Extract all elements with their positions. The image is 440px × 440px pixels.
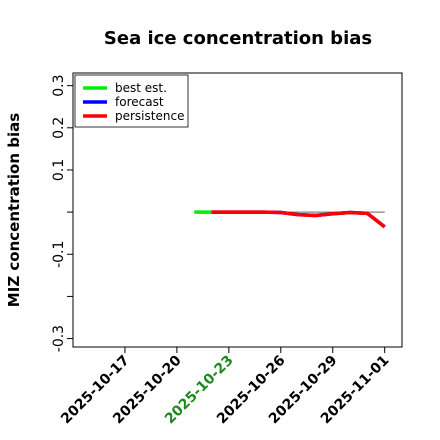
plot-frame <box>72 72 403 348</box>
y-axis-label: MIZ concentration bias <box>5 113 23 307</box>
chart-title: Sea ice concentration bias <box>104 28 372 49</box>
y-tick-label: -0.1 <box>51 241 67 268</box>
legend-entry: forecast <box>115 95 164 109</box>
series-line-persistence <box>211 210 386 229</box>
y-tick-label: -0.3 <box>51 325 67 352</box>
legend-entry: persistence <box>115 109 184 123</box>
legend-entry: best est. <box>115 81 167 95</box>
y-tick-label: 0.3 <box>51 75 67 97</box>
y-tick-label: 0.1 <box>51 159 67 181</box>
y-tick-label: 0.2 <box>51 117 67 139</box>
